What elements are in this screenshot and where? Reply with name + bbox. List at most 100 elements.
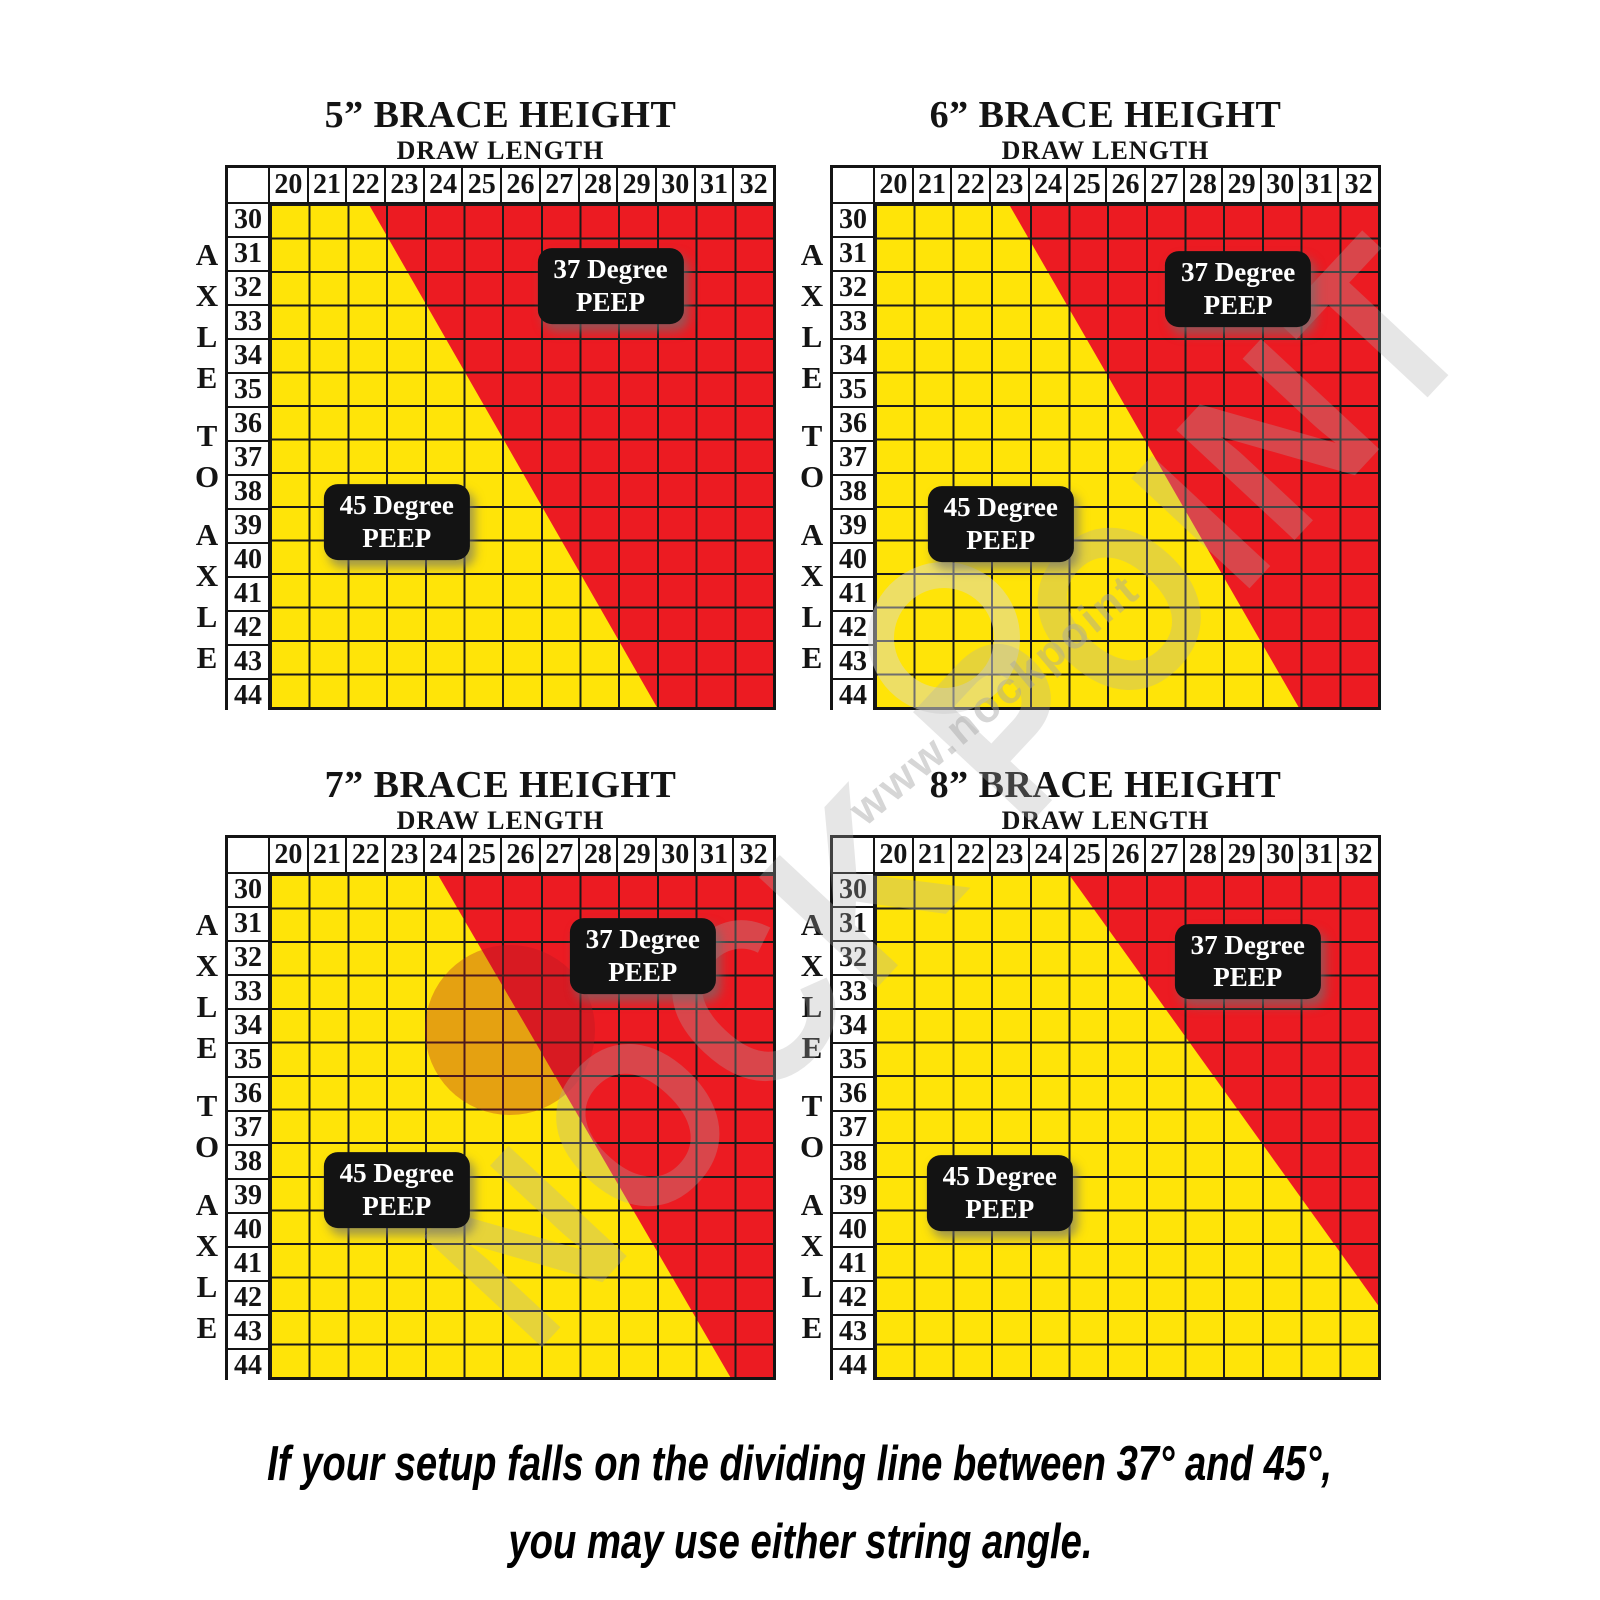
axle-letter: X: [195, 947, 219, 983]
axle-header-cell: 43: [228, 646, 268, 680]
axle-header-cell: 36: [833, 1078, 873, 1112]
draw-length-header-cell: 32: [734, 168, 773, 202]
peep-37-label: 37 Degree PEEP: [1174, 923, 1321, 1000]
draw-length-header-cell: 22: [347, 168, 387, 202]
chart-title: 7” BRACE HEIGHT: [324, 764, 677, 806]
corner-cell: [228, 168, 270, 204]
peep-37-line1: 37 Degree: [1181, 257, 1296, 288]
draw-length-header-cell: 30: [656, 838, 696, 872]
axle-header-cell: 40: [228, 544, 268, 578]
axle-header-cell: 44: [228, 680, 268, 712]
chart-grid: 37 Degree PEEP 45 Degree PEEP: [875, 874, 1378, 1377]
x-axis-title: DRAW LENGTH: [396, 136, 605, 165]
draw-length-header-cell: 25: [463, 838, 503, 872]
draw-length-header-cell: 27: [540, 838, 580, 872]
axle-header-cell: 42: [833, 612, 873, 646]
chart-title: 6” BRACE HEIGHT: [929, 94, 1282, 136]
axle-header-cell: 39: [228, 510, 268, 544]
axle-header-cell: 37: [228, 1112, 268, 1146]
peep-45-line1: 45 Degree: [943, 491, 1058, 522]
chart-title: 5” BRACE HEIGHT: [324, 94, 677, 136]
x-axis-title: DRAW LENGTH: [396, 806, 605, 835]
draw-length-header-cell: 28: [1184, 168, 1224, 202]
draw-length-header-cell: 24: [424, 168, 464, 202]
axle-header-cell: 35: [833, 1044, 873, 1078]
axle-letter: X: [195, 277, 219, 313]
axle-header-cell: 35: [228, 1044, 268, 1078]
draw-length-header-cell: 21: [913, 838, 953, 872]
axle-header-cell: 37: [833, 1112, 873, 1146]
axle-headers: 30 31 32 33 34 35 36 37 38 39 40 41 42 43 44: [228, 204, 270, 712]
axle-header-cell: 38: [833, 476, 873, 510]
draw-length-header-cell: 23: [991, 168, 1030, 202]
peep-37-line2: PEEP: [576, 287, 646, 318]
axle-header-cell: 34: [833, 1010, 873, 1044]
axle-letter: O: [194, 1128, 220, 1164]
peep-45-line1: 45 Degree: [339, 489, 454, 520]
draw-length-header-cell: 22: [952, 168, 992, 202]
peep-37-line2: PEEP: [608, 957, 678, 988]
draw-length-header-cell: 20: [875, 838, 914, 872]
corner-cell: [833, 168, 875, 204]
axle-letter: A: [195, 236, 219, 272]
axle-letter: E: [801, 639, 823, 675]
draw-length-header-cell: 24: [424, 838, 464, 872]
draw-length-header-cell: 26: [1107, 168, 1146, 202]
x-axis-title: DRAW LENGTH: [1001, 136, 1210, 165]
draw-length-header-cell: 27: [540, 168, 580, 202]
axle-header-cell: 37: [833, 442, 873, 476]
axle-header-cell: 42: [833, 1282, 873, 1316]
axle-letter: L: [196, 318, 218, 354]
axle-header-cell: 30: [833, 874, 873, 908]
draw-length-header-cell: 20: [875, 168, 914, 202]
axle-headers: 30 31 32 33 34 35 36 37 38 39 40 41 42 43 44: [833, 204, 875, 712]
peep-45-label: 45 Degree PEEP: [323, 1152, 470, 1229]
axle-letter: L: [801, 318, 823, 354]
chart-grid: 37 Degree PEEP 45 Degree PEEP: [270, 204, 773, 707]
draw-length-headers: 20 21 22 23 24 25 26 27 28 29 30 31 32: [875, 838, 1378, 874]
draw-length-header-cell: 30: [1261, 168, 1301, 202]
peep-37-label: 37 Degree PEEP: [1165, 251, 1312, 327]
axle-header-cell: 36: [228, 408, 268, 442]
axle-letter: X: [195, 1227, 219, 1263]
axle-header-cell: 31: [228, 908, 268, 942]
peep-45-line1: 45 Degree: [942, 1161, 1057, 1192]
axle-header-cell: 40: [833, 544, 873, 578]
axle-letter: X: [800, 947, 824, 983]
axle-headers: 30 31 32 33 34 35 36 37 38 39 40 41 42 43 44: [228, 874, 270, 1382]
axle-header-cell: 31: [833, 238, 873, 272]
draw-length-header-cell: 26: [502, 838, 541, 872]
axle-letter: A: [195, 1186, 219, 1222]
axle-header-cell: 30: [833, 204, 873, 238]
peep-37-line1: 37 Degree: [1190, 929, 1305, 960]
axle-letter: E: [801, 1309, 823, 1345]
peep-45-label: 45 Degree PEEP: [926, 1155, 1073, 1232]
axle-letter: L: [801, 1268, 823, 1304]
draw-length-headers: 20 21 22 23 24 25 26 27 28 29 30 31 32: [270, 838, 773, 874]
axle-letter: E: [801, 1029, 823, 1065]
draw-length-header-cell: 25: [463, 168, 503, 202]
axle-header-cell: 44: [228, 1350, 268, 1382]
chart-title: 8” BRACE HEIGHT: [929, 764, 1282, 806]
draw-length-header-cell: 22: [952, 838, 992, 872]
draw-length-header-cell: 32: [734, 838, 773, 872]
axle-letter: L: [801, 988, 823, 1024]
axle-header-cell: 44: [833, 1350, 873, 1382]
peep-37-line1: 37 Degree: [585, 924, 700, 955]
peep-37-line2: PEEP: [1213, 962, 1283, 993]
draw-length-header-cell: 21: [913, 168, 953, 202]
axle-header-cell: 33: [833, 976, 873, 1010]
draw-length-header-cell: 25: [1068, 168, 1108, 202]
axle-header-cell: 43: [228, 1316, 268, 1350]
axle-letter: X: [800, 1227, 824, 1263]
